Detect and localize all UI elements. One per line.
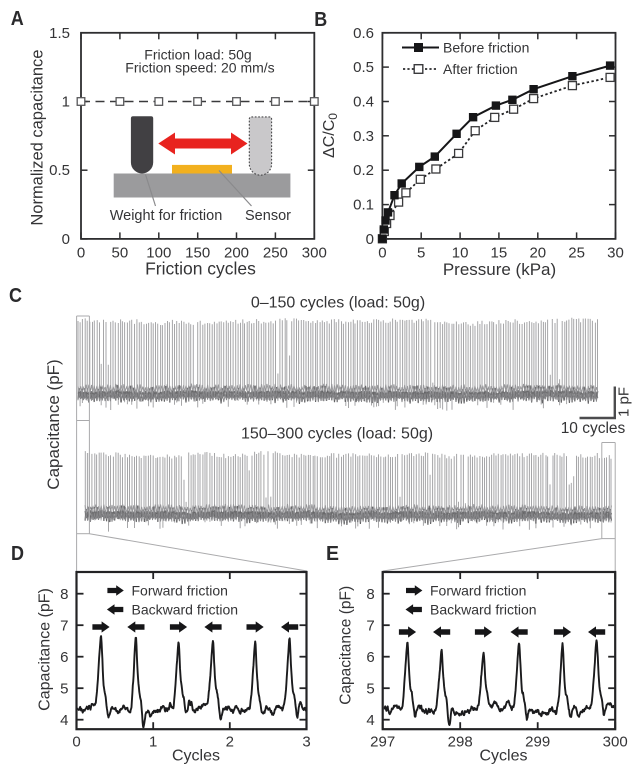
svg-text:300: 300 (603, 734, 628, 751)
svg-text:3: 3 (302, 734, 310, 751)
svg-text:Forward friction: Forward friction (430, 582, 526, 598)
svg-text:Cycles: Cycles (479, 748, 527, 765)
svg-text:50: 50 (112, 245, 129, 262)
svg-text:0.3: 0.3 (353, 128, 374, 145)
svg-text:D: D (11, 543, 24, 565)
svg-text:0.2: 0.2 (353, 162, 374, 179)
svg-text:0: 0 (72, 734, 80, 751)
svg-text:0: 0 (378, 245, 386, 262)
svg-text:5: 5 (366, 680, 374, 697)
svg-text:1: 1 (149, 734, 157, 751)
svg-text:Forward friction: Forward friction (132, 582, 228, 598)
svg-text:20: 20 (529, 245, 546, 262)
svg-text:ΔC/C0: ΔC/C0 (321, 113, 340, 158)
svg-text:B: B (314, 9, 327, 31)
svg-text:Cycles: Cycles (172, 748, 220, 765)
svg-text:Capacitance (pF): Capacitance (pF) (36, 588, 53, 711)
svg-text:25: 25 (568, 245, 585, 262)
svg-text:Friction cycles: Friction cycles (145, 259, 256, 279)
svg-text:6: 6 (366, 649, 374, 666)
svg-text:300: 300 (302, 245, 327, 262)
svg-text:0.4: 0.4 (353, 94, 374, 111)
svg-text:7: 7 (366, 617, 374, 634)
svg-text:297: 297 (370, 734, 395, 751)
svg-text:4: 4 (60, 712, 68, 729)
svg-text:C: C (9, 285, 22, 307)
svg-text:8: 8 (60, 586, 68, 603)
svg-text:200: 200 (224, 245, 249, 262)
svg-text:Capacitance (pF): Capacitance (pF) (44, 359, 63, 489)
svg-text:6: 6 (60, 649, 68, 666)
svg-text:1.5: 1.5 (49, 25, 70, 42)
svg-text:After friction: After friction (443, 61, 518, 77)
svg-text:10 cycles: 10 cycles (561, 420, 626, 437)
svg-text:5: 5 (60, 680, 68, 697)
svg-text:Sensor: Sensor (245, 208, 291, 224)
svg-text:Friction load: 50g: Friction load: 50g (144, 46, 251, 62)
svg-text:1 pF: 1 pF (616, 387, 633, 417)
svg-text:10: 10 (452, 245, 469, 262)
svg-text:0: 0 (77, 245, 85, 262)
svg-text:4: 4 (366, 712, 374, 729)
svg-text:250: 250 (263, 245, 288, 262)
svg-text:298: 298 (448, 734, 473, 751)
svg-text:7: 7 (60, 617, 68, 634)
svg-text:0.1: 0.1 (353, 197, 374, 214)
svg-text:150–300 cycles (load: 50g): 150–300 cycles (load: 50g) (241, 426, 433, 443)
svg-text:Pressure (kPa): Pressure (kPa) (443, 260, 556, 279)
svg-text:0: 0 (62, 231, 70, 248)
svg-text:A: A (11, 8, 24, 30)
svg-text:0–150 cycles (load: 50g): 0–150 cycles (load: 50g) (251, 294, 425, 311)
svg-text:1: 1 (62, 94, 70, 111)
svg-text:5: 5 (417, 245, 425, 262)
svg-text:Weight for friction: Weight for friction (110, 208, 223, 224)
svg-text:Before friction: Before friction (443, 39, 529, 55)
svg-text:2: 2 (226, 734, 234, 751)
svg-text:Normalized capacitance: Normalized capacitance (29, 50, 47, 226)
svg-text:Backward friction: Backward friction (132, 601, 239, 617)
svg-text:0: 0 (366, 231, 374, 248)
svg-text:Friction speed: 20 mm/s: Friction speed: 20 mm/s (125, 60, 274, 76)
svg-text:8: 8 (366, 586, 374, 603)
svg-text:299: 299 (525, 734, 550, 751)
svg-text:150: 150 (185, 245, 210, 262)
svg-text:30: 30 (607, 245, 624, 262)
svg-text:15: 15 (491, 245, 508, 262)
svg-text:E: E (326, 543, 339, 565)
svg-text:0.5: 0.5 (49, 162, 70, 179)
svg-text:Backward friction: Backward friction (430, 601, 537, 617)
svg-text:Capacitance (pF): Capacitance (pF) (338, 586, 355, 705)
svg-text:0.6: 0.6 (353, 25, 374, 42)
svg-text:100: 100 (146, 245, 171, 262)
svg-text:0.5: 0.5 (353, 59, 374, 76)
